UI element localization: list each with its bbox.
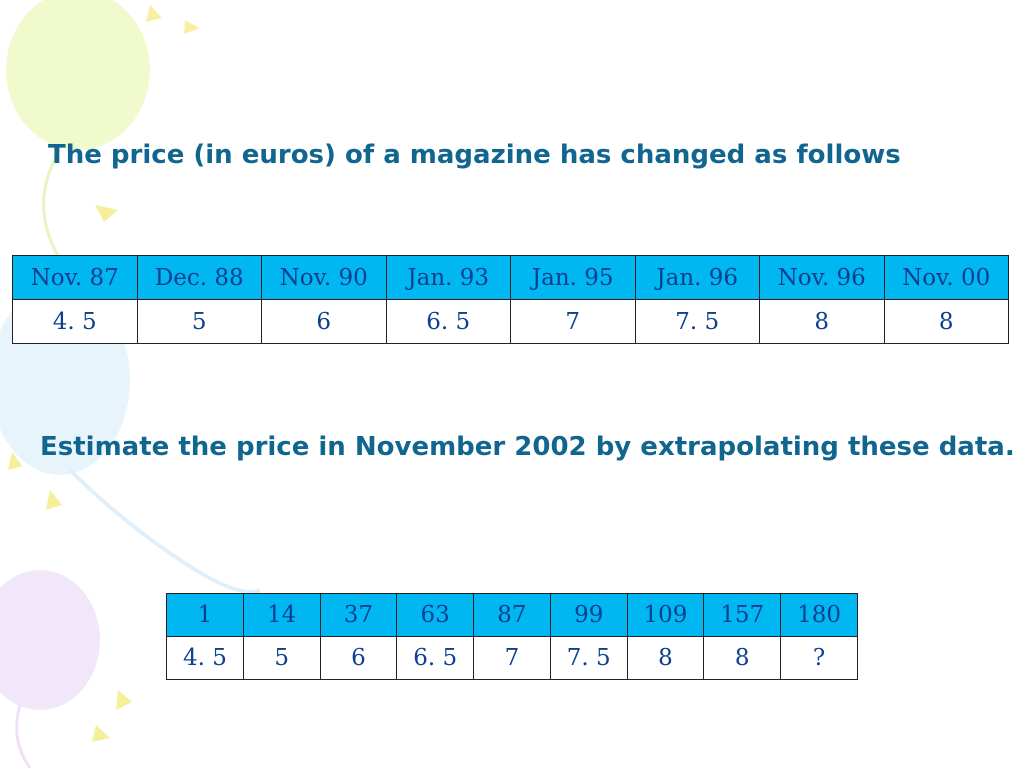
day-cell: 99 xyxy=(549,593,628,637)
date-cell: Jan. 93 xyxy=(385,255,511,300)
day-row: 1 14 37 63 87 99 109 157 180 xyxy=(166,593,858,637)
price-row: 4. 5 5 6 6. 5 7 7. 5 8 8 ? xyxy=(166,636,858,680)
price-cell: 6 xyxy=(261,299,387,344)
date-cell: Nov. 00 xyxy=(883,255,1009,300)
date-cell: Dec. 88 xyxy=(136,255,262,300)
price-cell: 6. 5 xyxy=(396,636,475,680)
price-cell: 6 xyxy=(319,636,398,680)
day-cell: 109 xyxy=(626,593,705,637)
unknown-price-cell: ? xyxy=(780,636,858,680)
date-cell: Nov. 90 xyxy=(261,255,387,300)
price-cell: 4. 5 xyxy=(166,636,244,680)
price-cell: 8 xyxy=(759,299,885,344)
price-cell: 7 xyxy=(510,299,636,344)
day-cell: 63 xyxy=(396,593,475,637)
price-cell: 7 xyxy=(473,636,551,680)
day-cell: 37 xyxy=(319,593,398,637)
price-cell: 8 xyxy=(703,636,782,680)
price-cell: 8 xyxy=(626,636,705,680)
day-cell: 157 xyxy=(703,593,782,637)
day-cell: 87 xyxy=(473,593,551,637)
date-row: Nov. 87 Dec. 88 Nov. 90 Jan. 93 Jan. 95 … xyxy=(12,255,1009,300)
date-cell: Jan. 95 xyxy=(510,255,636,300)
price-cell: 7. 5 xyxy=(634,299,760,344)
price-row: 4. 5 5 6 6. 5 7 7. 5 8 8 xyxy=(12,299,1009,344)
price-cell: 6. 5 xyxy=(385,299,511,344)
price-cell: 5 xyxy=(136,299,262,344)
day-cell: 180 xyxy=(780,593,858,637)
date-cell: Jan. 96 xyxy=(634,255,760,300)
price-cell: 7. 5 xyxy=(549,636,628,680)
day-cell: 14 xyxy=(242,593,321,637)
date-cell: Nov. 96 xyxy=(759,255,885,300)
price-cell: 8 xyxy=(883,299,1009,344)
date-cell: Nov. 87 xyxy=(12,255,138,300)
price-by-day-table: 1 14 37 63 87 99 109 157 180 4. 5 5 6 6.… xyxy=(166,593,858,680)
price-by-date-table: Nov. 87 Dec. 88 Nov. 90 Jan. 93 Jan. 95 … xyxy=(12,255,1009,344)
price-cell: 4. 5 xyxy=(12,299,138,344)
day-cell: 1 xyxy=(166,593,244,637)
slide-heading: The price (in euros) of a magazine has c… xyxy=(48,140,901,170)
extrapolation-question: Estimate the price in November 2002 by e… xyxy=(40,432,1015,462)
price-cell: 5 xyxy=(242,636,321,680)
